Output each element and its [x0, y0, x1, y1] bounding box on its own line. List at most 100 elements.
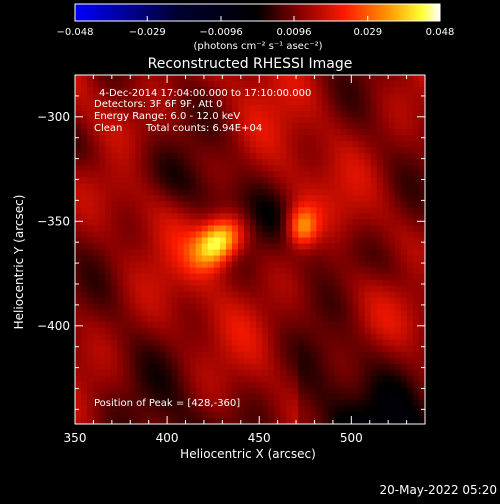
heatmap-cell: [135, 309, 142, 317]
heatmap-cell: [370, 123, 378, 130]
heatmap-cell: [141, 321, 149, 329]
heatmap-cell: [406, 171, 414, 178]
heatmap-cell: [153, 285, 161, 293]
heatmap-cell: [388, 327, 396, 335]
heatmap-cell: [117, 231, 124, 239]
heatmap-cell: [171, 321, 179, 329]
heatmap-cell: [129, 255, 136, 263]
heatmap-cell: [310, 393, 317, 401]
heatmap-cell: [364, 279, 372, 287]
heatmap-cell: [256, 267, 263, 275]
heatmap-cell: [394, 285, 402, 293]
heatmap-cell: [400, 399, 408, 407]
heatmap-cell: [304, 237, 311, 245]
heatmap-cell: [262, 375, 269, 383]
heatmap-cell: [382, 399, 390, 407]
heatmap-cell: [75, 321, 82, 329]
heatmap-cell: [141, 93, 149, 100]
heatmap-cell: [298, 333, 305, 341]
heatmap-cell: [352, 177, 360, 184]
heatmap-cell: [231, 249, 239, 257]
heatmap-cell: [388, 87, 396, 94]
heatmap-cell: [358, 387, 366, 395]
heatmap-cell: [346, 183, 354, 190]
heatmap-cell: [376, 207, 384, 214]
heatmap-cell: [286, 315, 293, 323]
heatmap-cell: [322, 159, 330, 166]
heatmap-cell: [171, 177, 179, 184]
heatmap-cell: [225, 249, 233, 257]
heatmap-cell: [237, 207, 245, 214]
heatmap-cell: [370, 387, 378, 395]
heatmap-cell: [147, 369, 155, 377]
heatmap-cell: [171, 219, 179, 227]
heatmap-cell: [328, 381, 336, 389]
heatmap-cell: [237, 327, 245, 335]
heatmap-cell: [75, 225, 82, 233]
heatmap-cell: [129, 339, 136, 347]
heatmap-cell: [135, 369, 142, 377]
heatmap-cell: [346, 321, 354, 329]
heatmap-cell: [147, 177, 155, 184]
heatmap-cell: [364, 369, 372, 377]
heatmap-cell: [201, 153, 209, 160]
heatmap-cell: [93, 99, 100, 106]
heatmap-cell: [298, 405, 305, 413]
heatmap-cell: [256, 99, 263, 106]
heatmap-cell: [153, 333, 161, 341]
heatmap-cell: [147, 141, 155, 148]
heatmap-cell: [340, 183, 348, 190]
heatmap-cell: [406, 141, 414, 148]
heatmap-cell: [87, 165, 94, 172]
heatmap-cell: [280, 189, 287, 196]
heatmap-cell: [292, 111, 299, 118]
heatmap-cell: [75, 339, 82, 347]
heatmap-cell: [412, 339, 420, 347]
heatmap-cell: [177, 321, 185, 329]
heatmap-cell: [93, 147, 100, 154]
heatmap-cell: [304, 105, 311, 112]
heatmap-cell: [153, 393, 161, 401]
heatmap-cell: [129, 249, 136, 257]
heatmap-cell: [322, 75, 330, 82]
heatmap-cell: [195, 105, 203, 112]
heatmap-cell: [237, 249, 245, 257]
heatmap-cell: [352, 243, 360, 251]
heatmap-cell: [207, 87, 215, 94]
heatmap-cell: [177, 243, 185, 251]
heatmap-cell: [81, 231, 88, 239]
heatmap-cell: [370, 213, 378, 221]
heatmap-cell: [231, 93, 239, 100]
heatmap-cell: [75, 309, 82, 317]
heatmap-cell: [352, 327, 360, 335]
heatmap-cell: [87, 327, 94, 335]
heatmap-cell: [135, 279, 142, 287]
heatmap-cell: [177, 207, 185, 214]
heatmap-cell: [225, 189, 233, 196]
heatmap-cell: [219, 309, 227, 317]
heatmap-cell: [135, 177, 142, 184]
heatmap-cell: [358, 297, 366, 305]
heatmap-cell: [412, 357, 420, 365]
heatmap-cell: [93, 165, 100, 172]
heatmap-cell: [364, 207, 372, 214]
heatmap-cell: [117, 201, 124, 208]
heatmap-cell: [195, 153, 203, 160]
heatmap-cell: [87, 417, 94, 424]
heatmap-cell: [165, 309, 173, 317]
heatmap-cell: [286, 399, 293, 407]
heatmap-cell: [75, 213, 82, 221]
heatmap-cell: [135, 213, 142, 221]
heatmap-cell: [268, 81, 275, 88]
heatmap-cell: [81, 153, 88, 160]
heatmap-cell: [322, 207, 330, 214]
heatmap-cell: [207, 249, 215, 257]
heatmap-cell: [189, 213, 197, 221]
heatmap-cell: [93, 213, 100, 221]
heatmap-cell: [243, 195, 251, 202]
heatmap-cell: [159, 399, 167, 407]
heatmap-cell: [237, 105, 245, 112]
heatmap-cell: [123, 255, 130, 263]
heatmap-cell: [165, 243, 173, 251]
heatmap-cell: [310, 183, 317, 190]
